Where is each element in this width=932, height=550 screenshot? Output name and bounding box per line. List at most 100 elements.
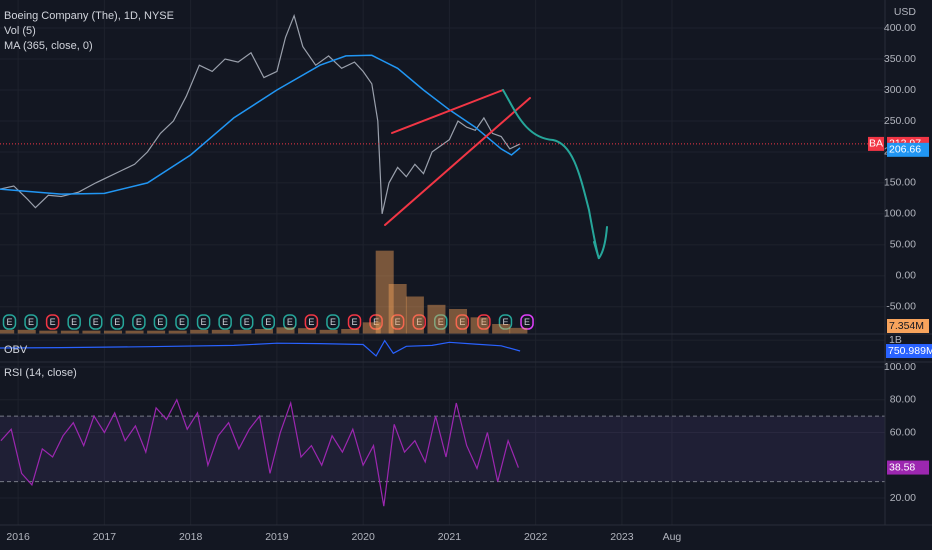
y-tick-label: 80.00 [890, 394, 916, 406]
earnings-marker [153, 314, 168, 330]
volume-bar [276, 327, 295, 334]
earnings-label: E [179, 317, 185, 327]
earnings-marker [88, 314, 103, 330]
volume-bar [298, 328, 317, 334]
earnings-label: E [373, 317, 379, 327]
earnings-marker [520, 314, 534, 330]
x-tick-label: 2018 [179, 531, 203, 543]
grid [0, 0, 885, 525]
earnings-label: E [201, 317, 207, 327]
volume-bar [211, 329, 230, 334]
volume-legend: Vol (5) [4, 25, 36, 37]
earnings-label: E [6, 317, 12, 327]
earnings-marker [283, 314, 297, 330]
earnings-marker [132, 314, 146, 330]
earnings-label: E [524, 317, 530, 327]
volume-bar [388, 284, 407, 334]
earnings-marker [45, 314, 60, 330]
y-tick-label: 50.00 [890, 239, 916, 251]
y-tick-label: 400.00 [884, 22, 916, 34]
earnings-label: E [28, 317, 34, 327]
volume-bar [125, 330, 144, 334]
volume-bar [147, 330, 166, 334]
price-tag-bg [887, 460, 929, 475]
earnings-label: E [222, 317, 228, 327]
ma-legend: MA (365, close, 0) [4, 40, 93, 52]
earnings-marker [67, 314, 81, 330]
price-line [0, 13, 521, 215]
symbol-tag-bg [868, 136, 884, 151]
y-tick-label: 300.00 [884, 84, 916, 96]
earnings-label: E [395, 317, 401, 327]
earnings-label: E [157, 317, 163, 327]
forecast-drawing [502, 89, 608, 260]
earnings-marker [347, 314, 362, 330]
earnings-label: E [416, 317, 422, 327]
volume-bar [375, 250, 394, 334]
volume-bar [427, 304, 446, 334]
earnings-marker [477, 314, 491, 330]
x-tick-label: 2022 [524, 531, 548, 543]
axis-labels: 2016 2017 2018 2019 2020 2021 2022 2023 Aug 400.0… [6, 22, 932, 543]
y-tick-label: -50.00 [886, 301, 916, 313]
currency: USD [894, 6, 917, 18]
x-tick-label: 2019 [265, 531, 289, 543]
earnings-marker [110, 314, 125, 330]
earnings-marker [455, 314, 470, 330]
earnings-marker [218, 314, 232, 330]
volume-bar [233, 329, 252, 334]
earnings-marker [175, 314, 189, 330]
y-tick-label: 1B [889, 334, 902, 346]
ma-line [0, 54, 521, 195]
earnings-marker [390, 314, 405, 330]
earnings-label: E [352, 317, 358, 327]
rsi-line [0, 398, 519, 507]
x-tick-label: 2020 [351, 531, 375, 543]
volume-bar [39, 330, 58, 334]
earnings-label: E [50, 317, 56, 327]
volume-bar [449, 309, 468, 334]
x-tick-label: 2023 [610, 531, 634, 543]
earnings-label: E [308, 317, 314, 327]
y-tick-label: 60.00 [890, 426, 916, 438]
volume-bar [168, 330, 187, 334]
earnings-marker [369, 314, 383, 330]
earnings-label: E [502, 317, 508, 327]
x-tick-label: 2017 [93, 531, 117, 543]
earnings-label: E [287, 317, 293, 327]
earnings-label: E [136, 317, 142, 327]
volume-bar [405, 296, 424, 334]
earnings-marker [2, 314, 17, 330]
earnings-label: E [244, 317, 250, 327]
x-tick-label: Aug [663, 531, 682, 543]
rsi-legend: RSI (14, close) [4, 367, 77, 379]
price-tag: 7.354M [889, 320, 924, 332]
volume-bar [60, 330, 79, 334]
price-tag: 750.989M [888, 345, 932, 357]
earnings-marker [326, 314, 340, 330]
price-tag: 206.66 [889, 144, 921, 156]
volume-bar [362, 322, 381, 334]
earnings-label: E [330, 317, 336, 327]
earnings-marker [196, 314, 211, 330]
obv-line [0, 339, 521, 357]
earnings-marker [412, 314, 426, 330]
volume-bar [492, 324, 511, 334]
trend-line [391, 89, 504, 134]
earnings-label: E [93, 317, 99, 327]
earnings-marker [24, 314, 38, 330]
price-tag-bg [887, 319, 929, 333]
earnings-label: E [481, 317, 487, 327]
volume-bar [0, 329, 15, 334]
y-tick-label: 20.00 [890, 492, 916, 504]
y-tick-label: 350.00 [884, 53, 916, 65]
y-tick-label: 100.00 [884, 361, 916, 373]
price-tag-bg [886, 344, 932, 359]
earnings-marker [434, 314, 448, 330]
volume-bar [254, 329, 273, 334]
earnings-label: E [71, 317, 77, 327]
symbol-title: Boeing Company (The), 1D, NYSE [4, 10, 174, 22]
earnings-marker [304, 314, 319, 330]
